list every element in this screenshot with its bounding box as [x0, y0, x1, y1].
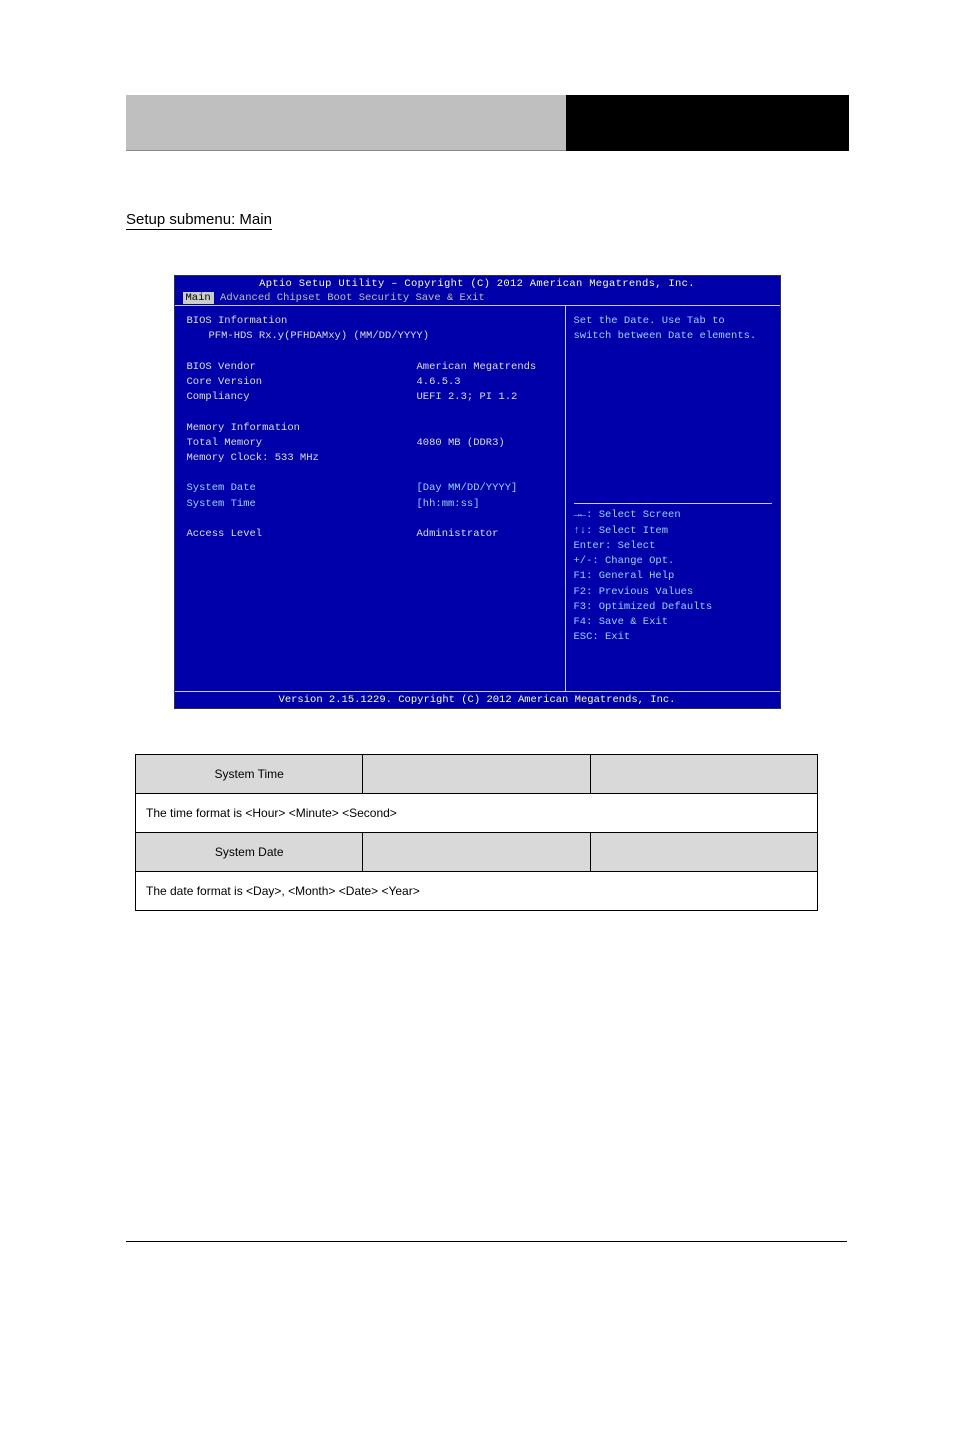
system-date-value[interactable]: [Day MM/DD/YYYY]	[417, 481, 518, 496]
bios-title: Aptio Setup Utility – Copyright (C) 2012…	[175, 276, 780, 292]
bios-tab-main[interactable]: Main	[183, 292, 214, 304]
table-cell-desc-time: The time format is <Hour> <Minute> <Seco…	[136, 794, 818, 833]
help-text-line1: Set the Date. Use Tab to	[574, 314, 772, 329]
core-version-value: 4.6.5.3	[417, 375, 461, 390]
help-spacer	[574, 344, 772, 499]
access-level-label: Access Level	[187, 527, 417, 542]
access-level-value: Administrator	[417, 527, 499, 542]
system-time-value[interactable]: [hh:mm:ss]	[417, 497, 480, 512]
total-memory-value: 4080 MB (DDR3)	[417, 436, 505, 451]
bottom-spacer	[0, 1242, 954, 1302]
bios-tab-security[interactable]: Security	[359, 292, 409, 304]
bios-model-line: PFM-HDS Rx.y(PFHDAMxy) (MM/DD/YYYY)	[187, 329, 553, 344]
key-help-7: F4: Save & Exit	[574, 615, 772, 630]
table-cell-empty	[363, 833, 590, 872]
settings-table: System Time The time format is <Hour> <M…	[135, 754, 818, 911]
compliancy-value: UEFI 2.3; PI 1.2	[417, 390, 518, 405]
table-row-desc-date: The date format is <Day>, <Month> <Date>…	[136, 872, 818, 911]
total-memory-label: Total Memory	[187, 436, 417, 451]
table-row-header-time: System Time	[136, 755, 818, 794]
header-right-box	[566, 95, 849, 151]
table-cell-empty	[590, 755, 817, 794]
table-cell-system-time: System Time	[136, 755, 363, 794]
bios-tabs: Main Advanced Chipset Boot Security Save…	[175, 292, 780, 305]
bios-body: BIOS Information PFM-HDS Rx.y(PFHDAMxy) …	[175, 305, 780, 691]
table-row-header-date: System Date	[136, 833, 818, 872]
bios-vendor-value: American Megatrends	[417, 360, 537, 375]
bios-tab-chipset[interactable]: Chipset	[277, 292, 321, 304]
table-row-desc-time: The time format is <Hour> <Minute> <Seco…	[136, 794, 818, 833]
key-help-3: +/-: Change Opt.	[574, 554, 772, 569]
table-cell-desc-date: The date format is <Day>, <Month> <Date>…	[136, 872, 818, 911]
help-divider	[574, 503, 772, 504]
memory-clock: Memory Clock: 533 MHz	[187, 451, 553, 466]
bios-info-header: BIOS Information	[187, 314, 553, 329]
bios-tab-advanced[interactable]: Advanced	[220, 292, 270, 304]
table-cell-empty	[590, 833, 817, 872]
core-version-label: Core Version	[187, 375, 417, 390]
bios-screenshot: Aptio Setup Utility – Copyright (C) 2012…	[174, 275, 781, 709]
bios-vendor-label: BIOS Vendor	[187, 360, 417, 375]
key-help-5: F2: Previous Values	[574, 585, 772, 600]
table-cell-system-date: System Date	[136, 833, 363, 872]
system-time-label[interactable]: System Time	[187, 497, 417, 512]
bios-right-panel: Set the Date. Use Tab to switch between …	[565, 306, 780, 691]
bios-tab-save-exit[interactable]: Save & Exit	[415, 292, 484, 304]
memory-header: Memory Information	[187, 421, 553, 436]
key-help-1: ↑↓: Select Item	[574, 524, 772, 539]
bios-left-panel: BIOS Information PFM-HDS Rx.y(PFHDAMxy) …	[175, 306, 565, 691]
system-date-label[interactable]: System Date	[187, 481, 417, 496]
compliancy-label: Compliancy	[187, 390, 417, 405]
bios-tab-boot[interactable]: Boot	[327, 292, 352, 304]
table-cell-empty	[363, 755, 590, 794]
key-help-2: Enter: Select	[574, 539, 772, 554]
key-help-0: →←: Select Screen	[574, 508, 772, 523]
key-help-4: F1: General Help	[574, 569, 772, 584]
bios-footer: Version 2.15.1229. Copyright (C) 2012 Am…	[175, 691, 780, 708]
help-text-line2: switch between Date elements.	[574, 329, 772, 344]
header-band	[0, 95, 954, 151]
header-left-box	[126, 95, 566, 151]
key-help-8: ESC: Exit	[574, 630, 772, 645]
section-title: Setup submenu: Main	[126, 211, 272, 230]
key-help-6: F3: Optimized Defaults	[574, 600, 772, 615]
